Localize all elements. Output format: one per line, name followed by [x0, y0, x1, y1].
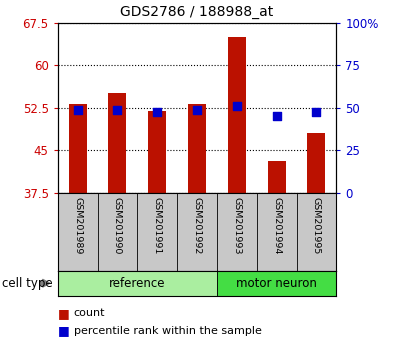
- Point: [114, 107, 121, 113]
- Bar: [108, 93, 127, 193]
- Bar: [217, 271, 336, 296]
- Text: motor neuron: motor neuron: [236, 277, 317, 290]
- Point: [313, 109, 320, 115]
- Point: [74, 107, 81, 113]
- Text: GSM201989: GSM201989: [73, 197, 82, 254]
- Text: percentile rank within the sample: percentile rank within the sample: [74, 326, 261, 336]
- Bar: [188, 104, 206, 193]
- Title: GDS2786 / 188988_at: GDS2786 / 188988_at: [120, 5, 274, 19]
- Bar: [228, 37, 246, 193]
- Point: [154, 109, 160, 115]
- Text: ■: ■: [58, 307, 70, 320]
- Text: GSM201994: GSM201994: [272, 197, 281, 254]
- Point: [234, 103, 240, 109]
- Bar: [308, 133, 326, 193]
- Bar: [58, 271, 217, 296]
- Point: [273, 113, 280, 119]
- Text: count: count: [74, 308, 105, 318]
- Text: GSM201992: GSM201992: [193, 197, 201, 254]
- Bar: [69, 104, 87, 193]
- Text: GSM201991: GSM201991: [153, 197, 162, 254]
- Bar: [148, 111, 166, 193]
- Text: GSM201993: GSM201993: [232, 197, 241, 254]
- Text: GSM201990: GSM201990: [113, 197, 122, 254]
- Text: ■: ■: [58, 325, 70, 337]
- Text: reference: reference: [109, 277, 166, 290]
- Bar: [268, 161, 286, 193]
- Text: cell type: cell type: [2, 277, 53, 290]
- Text: GSM201995: GSM201995: [312, 197, 321, 254]
- Point: [194, 107, 200, 113]
